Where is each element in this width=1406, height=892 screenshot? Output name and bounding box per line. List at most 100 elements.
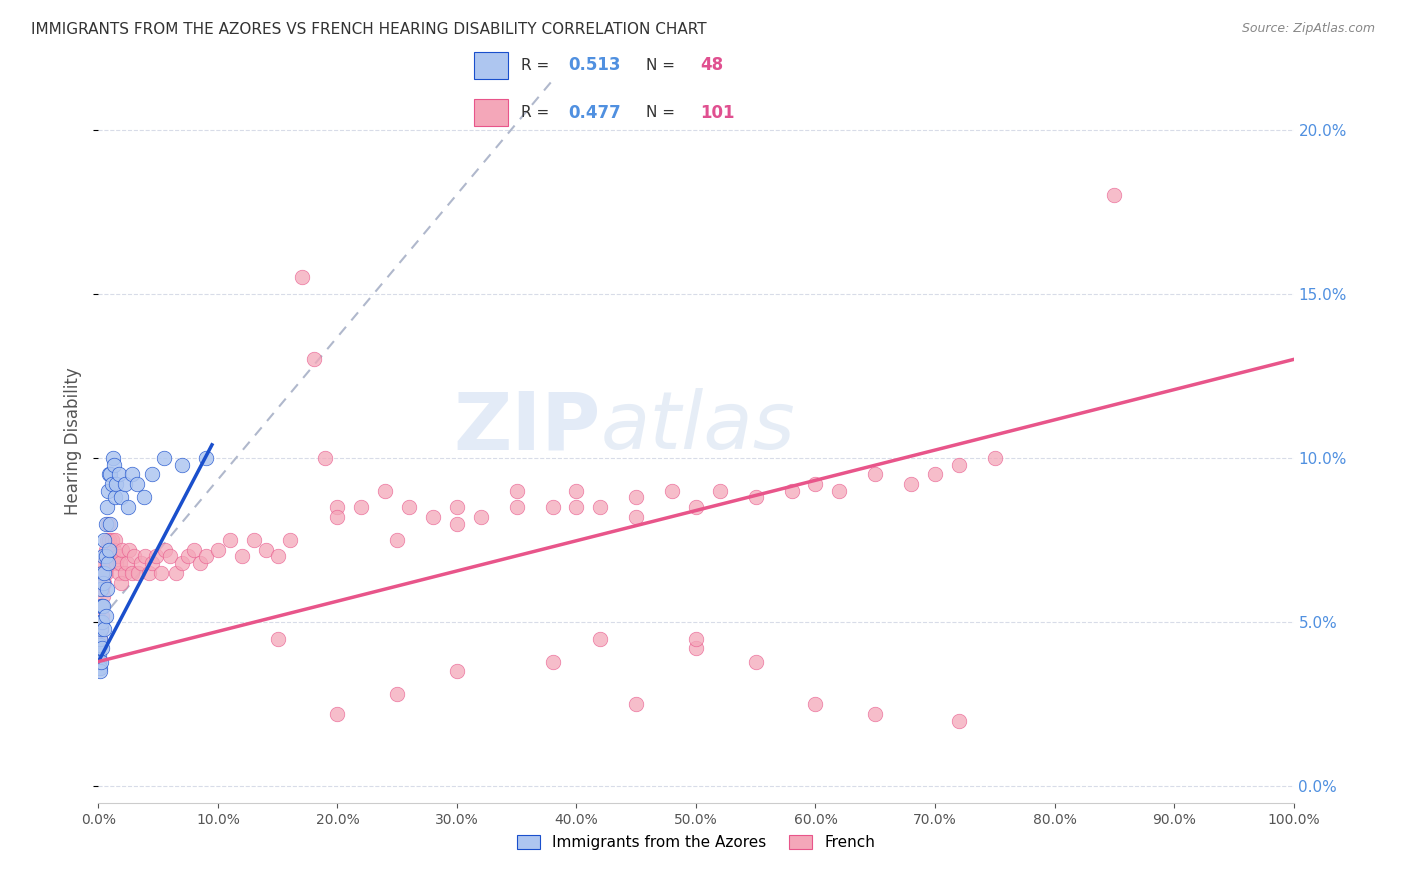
FancyBboxPatch shape <box>474 52 508 79</box>
Point <box>98 516 122 531</box>
Point <box>278 533 301 547</box>
Text: N =: N = <box>647 58 681 72</box>
Point <box>108 556 131 570</box>
Point <box>446 500 468 515</box>
Point <box>91 549 114 564</box>
Point <box>93 575 115 590</box>
Point <box>219 533 242 547</box>
Point <box>1104 188 1126 202</box>
Point <box>98 533 121 547</box>
Point <box>94 549 117 564</box>
Point <box>93 533 115 547</box>
Point <box>98 542 121 557</box>
Point <box>111 542 134 557</box>
Point <box>125 477 148 491</box>
Point <box>93 556 115 570</box>
Point <box>100 533 122 547</box>
Point <box>398 500 420 515</box>
Point <box>94 542 117 557</box>
Point <box>565 483 588 498</box>
Point <box>422 510 444 524</box>
Y-axis label: Hearing Disability: Hearing Disability <box>65 368 83 516</box>
Point <box>207 542 229 557</box>
Text: Source: ZipAtlas.com: Source: ZipAtlas.com <box>1241 22 1375 36</box>
Text: N =: N = <box>647 105 681 120</box>
Point <box>745 491 768 505</box>
Point <box>101 549 124 564</box>
Point <box>626 510 648 524</box>
Point <box>948 458 970 472</box>
Text: 101: 101 <box>700 103 735 121</box>
Text: 48: 48 <box>700 56 723 74</box>
Point <box>626 698 648 712</box>
Point <box>127 566 149 580</box>
Point <box>685 500 707 515</box>
Point <box>267 632 290 646</box>
Point <box>90 582 112 597</box>
Point <box>98 542 122 557</box>
Text: R =: R = <box>522 58 554 72</box>
Point <box>103 542 125 557</box>
Point <box>780 483 803 498</box>
Point <box>93 566 115 580</box>
Point <box>195 450 218 465</box>
Point <box>98 467 121 482</box>
Point <box>541 655 564 669</box>
Point <box>101 450 124 465</box>
Point <box>94 516 117 531</box>
Point <box>96 582 118 597</box>
Point <box>89 638 111 652</box>
Point <box>100 477 122 491</box>
Point <box>661 483 683 498</box>
Point <box>172 556 194 570</box>
Text: atlas: atlas <box>600 388 796 467</box>
Point <box>91 599 114 613</box>
Point <box>446 665 468 679</box>
Text: IMMIGRANTS FROM THE AZORES VS FRENCH HEARING DISABILITY CORRELATION CHART: IMMIGRANTS FROM THE AZORES VS FRENCH HEA… <box>31 22 707 37</box>
Point <box>121 467 143 482</box>
Point <box>110 575 132 590</box>
Point <box>91 608 114 623</box>
Point <box>90 599 112 613</box>
Point <box>94 608 117 623</box>
Point <box>134 549 156 564</box>
Point <box>159 549 181 564</box>
Point <box>145 549 167 564</box>
Point <box>121 566 143 580</box>
Point <box>326 500 349 515</box>
Point <box>172 458 194 472</box>
Point <box>96 556 118 570</box>
Point <box>89 615 111 630</box>
Point <box>90 655 112 669</box>
Point <box>243 533 266 547</box>
Point <box>865 467 887 482</box>
Point <box>188 556 211 570</box>
Point <box>91 582 114 597</box>
Point <box>96 533 118 547</box>
Point <box>96 500 118 515</box>
Point <box>804 698 827 712</box>
Point <box>104 491 127 505</box>
Point <box>94 566 117 580</box>
Point <box>828 483 851 498</box>
Point <box>589 500 612 515</box>
Point <box>115 556 138 570</box>
Point <box>302 352 325 367</box>
Point <box>291 270 314 285</box>
Point <box>91 641 114 656</box>
Point <box>97 483 120 498</box>
Point <box>105 477 128 491</box>
Point <box>131 556 153 570</box>
Point <box>149 566 172 580</box>
Point <box>87 648 110 662</box>
Point <box>385 533 409 547</box>
Point <box>107 467 129 482</box>
Point <box>326 510 349 524</box>
Point <box>89 632 111 646</box>
Point <box>138 566 160 580</box>
Point <box>626 491 648 505</box>
Point <box>254 542 277 557</box>
Point <box>90 599 112 613</box>
Point <box>98 467 122 482</box>
Point <box>97 516 120 531</box>
